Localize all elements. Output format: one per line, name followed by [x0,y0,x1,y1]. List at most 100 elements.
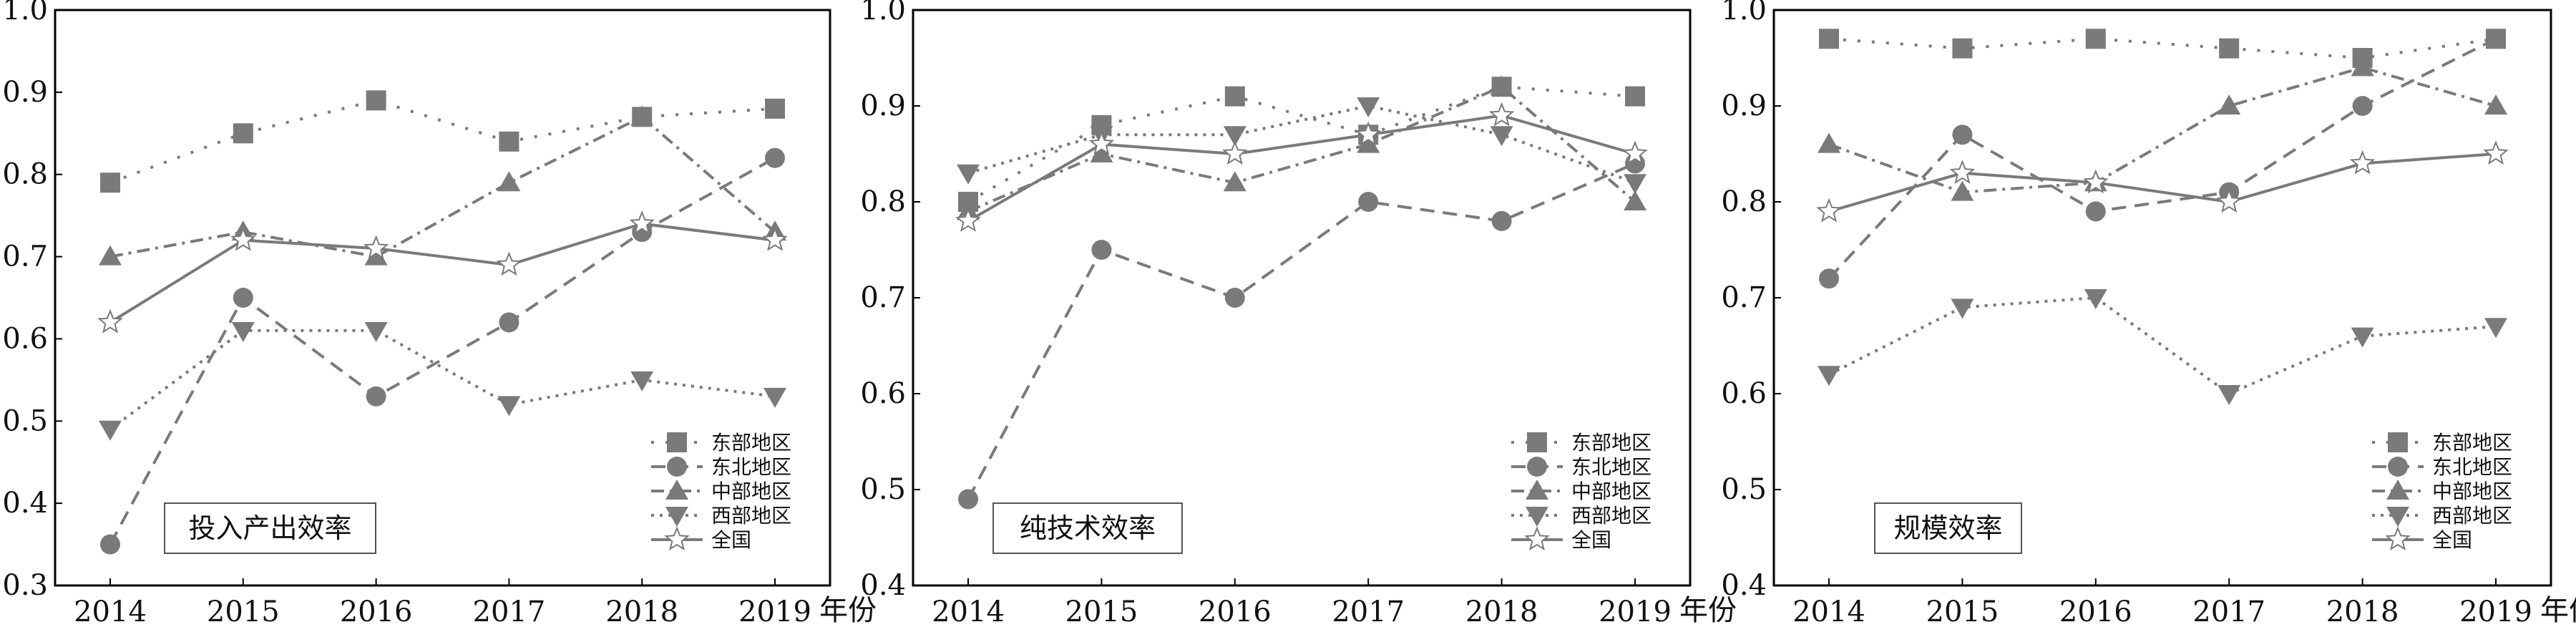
y-tick-label: 1.0 [860,0,906,26]
data-point-marker [499,312,519,333]
y-tick-label: 0.8 [1721,185,1767,218]
data-point-marker [2484,318,2507,339]
data-point-marker [1088,130,1115,155]
legend-label: 东部地区 [2432,431,2512,454]
data-point-marker [2218,94,2241,115]
data-point-marker [97,308,123,334]
data-point-marker [2351,327,2374,348]
plot-frame [54,9,831,587]
data-point-marker [1490,126,1513,147]
data-point-marker [2083,169,2109,194]
legend-marker [665,480,688,500]
panel-title-box [1874,502,2022,554]
data-point-marker [233,123,253,144]
y-tick-label: 0.9 [860,89,906,122]
series-line [967,114,1636,223]
data-point-marker [958,489,978,510]
data-point-marker [763,387,786,408]
data-point-marker [1952,125,1973,145]
legend-label: 中部地区 [711,480,791,503]
data-point-marker [1952,38,1973,59]
data-point-marker [233,288,253,308]
y-tick-label: 0.5 [2,404,48,437]
series-全国 [1816,140,2509,223]
data-point-marker [630,371,654,392]
data-point-marker [1624,174,1646,195]
data-point-marker [1223,171,1246,192]
data-point-marker [765,98,785,119]
x-tick-label: 2017 [2192,595,2265,628]
y-tick-label: 0.4 [1721,569,1767,602]
legend-marker [2388,432,2408,452]
x-axis-title: 年份 [819,594,877,627]
legend-marker [2386,480,2409,500]
series-东北地区 [958,153,1645,510]
legend-marker [665,507,688,527]
data-point-marker [2352,96,2373,116]
series-line [109,115,776,258]
data-point-marker [2219,38,2240,59]
data-point-marker [2486,29,2506,49]
data-point-marker [364,321,388,342]
x-tick-label: 2019 [2459,595,2532,628]
data-point-marker [1624,190,1646,210]
legend-marker [2388,457,2408,477]
data-point-marker [1357,97,1380,117]
y-tick-label: 1.0 [2,0,48,26]
data-point-marker [230,226,256,251]
data-point-marker [1090,142,1113,162]
legend-label: 东北地区 [711,455,791,479]
data-point-marker [2085,201,2106,222]
data-point-marker [1819,268,1839,289]
panel-title: 纯技术效率 [1020,512,1156,544]
legend-label: 东部地区 [1571,431,1652,454]
series-中部地区 [99,105,786,266]
series-line [967,84,1636,213]
chart-panel-2: 0.4 0.5 0.6 0.7 0.8 0.9 1.0 2014 2015 2016 2017 201… [860,0,1737,628]
x-axis-title: 年份 [1679,594,1737,627]
data-point-marker [957,164,980,185]
data-point-marker [364,245,388,266]
data-point-marker [1491,210,1512,231]
legend-marker [1526,507,1548,527]
data-point-marker [497,396,521,417]
y-tick-label: 0.7 [2,240,48,273]
series-line [967,85,1636,203]
data-point-marker [1355,121,1381,146]
data-point-marker [100,534,120,555]
y-tick-label: 0.4 [2,487,48,520]
data-point-marker [1819,29,1839,49]
panel-title: 投入产出效率 [188,512,351,544]
data-point-marker [1488,102,1515,127]
data-point-marker [1951,180,1974,201]
legend-marker [1526,480,1548,500]
data-point-marker [496,251,522,276]
y-tick-label: 0.9 [2,76,48,109]
x-tick-label: 2014 [932,595,1005,628]
series-全国 [97,210,788,334]
y-tick-label: 0.4 [860,569,906,602]
chart-panel-1: 0.3 0.4 0.5 0.6 0.7 0.8 0.9 1.0 2014 2015 2016 2017… [2,0,877,628]
x-tick-label: 2015 [207,595,280,628]
y-tick-label: 0.6 [2,322,48,355]
x-tick-label: 2018 [605,595,678,628]
data-point-marker [2085,29,2106,49]
legend-label: 东部地区 [711,431,791,454]
series-line [967,104,1636,185]
data-point-marker [762,226,788,251]
series-line [109,99,776,185]
legend-marker [667,432,687,452]
series-西部地区 [1818,289,2507,405]
y-tick-label: 1.0 [1721,0,1767,26]
chart-panel-3: 0.4 0.5 0.6 0.7 0.8 0.9 1.0 2014 2015 2016 2017 201… [1721,0,2576,628]
y-tick-label: 0.8 [2,158,48,191]
series-西部地区 [957,97,1646,195]
data-point-marker [2349,150,2376,175]
data-point-marker [1951,298,1974,319]
data-point-marker [630,105,654,126]
x-axis-title: 年份 [2540,594,2576,627]
legend-label: 东北地区 [2432,455,2512,479]
